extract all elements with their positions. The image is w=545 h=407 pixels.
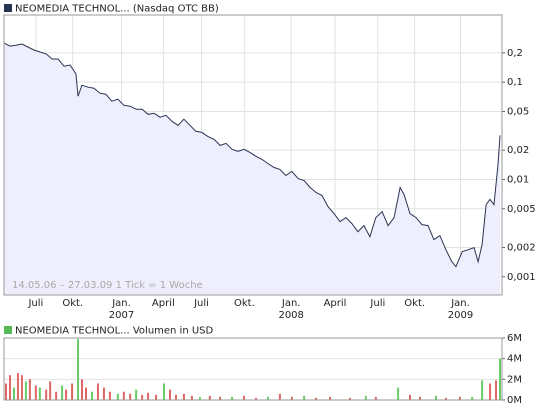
volume-bar [38,387,41,400]
volume-bar [12,387,15,400]
x-tick-label: April [324,298,347,309]
x-year-label: 2008 [278,310,303,321]
y-tick-label: 6M [507,333,522,344]
volume-bar [481,380,484,400]
x-tick-label: Juli [193,298,209,309]
y-tick-label: 0,005 [507,204,536,215]
volume-bar [81,379,84,400]
volume-bar [409,394,412,400]
volume-bar [34,385,37,400]
y-tick-label: 0,01 [507,174,529,185]
x-year-label: 2009 [448,310,473,321]
y-tick-label: 0,002 [507,242,536,253]
volume-bar [16,373,19,400]
volume-bar [55,391,58,400]
volume-bar [85,387,88,400]
chart-title: NEOMEDIA TECHNOL... (Nasdaq OTC BB) [15,4,219,15]
volume-bar [8,375,11,400]
x-tick-label: Juli [27,298,43,309]
volume-bar [444,397,447,400]
volume-bar [254,397,257,400]
volume-bar [458,396,461,400]
volume-bar [24,381,27,400]
y-tick-label: 0,02 [507,145,529,156]
volume-bar [102,387,105,400]
volume-bar [329,396,332,400]
volume-bar [198,396,201,400]
volume-bar [489,383,492,400]
volume-bar [96,383,99,400]
volume-bar [49,381,52,400]
y-tick-label: 2M [507,374,522,385]
volume-bar [315,397,318,400]
plot-frame [3,14,503,296]
volume-bar [147,392,150,400]
volume-bar [397,387,400,400]
volume-bar [135,389,138,400]
volume-bar [163,383,166,400]
volume-bar [45,389,48,400]
volume-bar [141,394,144,400]
x-tick-label: Okt. [62,298,83,309]
x-tick-label: Okt. [404,298,425,309]
volume-bar [28,379,31,400]
volume-bar [208,395,211,400]
y-tick-label: 0,2 [507,48,523,59]
volume-bar [129,393,132,400]
volume-bar [499,358,502,400]
volume-bar [364,395,367,400]
volume-bar [20,375,23,400]
x-tick-label: April [152,298,175,309]
volume-bar [471,396,474,400]
volume-bar [155,394,158,400]
volume-bar [495,380,498,400]
legend-swatch [4,4,12,12]
volume-bar [65,389,68,400]
range-note: 14.05.06 – 27.03.09 1 Tick = 1 Woche [12,280,203,291]
x-tick-label: Juli [369,298,385,309]
volume-bar [278,393,281,400]
volume-bar [108,391,111,400]
volume-bar [348,397,351,400]
volume-bar [71,383,74,400]
y-tick-label: 0,1 [507,77,523,88]
volume-bar [122,391,125,400]
legend-swatch [4,326,12,334]
price-line [3,42,501,268]
x-tick-label: Jan. [281,298,301,309]
volume-bar [90,391,93,400]
volume-bar [174,394,177,400]
volume-bar [418,396,421,400]
y-tick-label: 0M [507,395,522,406]
x-year-label: 2007 [109,310,134,321]
plot-frame [3,337,503,401]
volume-bar [219,396,222,400]
volume-bar [182,393,185,400]
volume-bar [303,395,306,400]
volume-bar [169,389,171,400]
volume-bar [116,393,119,400]
volume-bar [266,396,269,400]
volume-bar [434,395,437,400]
y-tick-label: 0,001 [507,272,536,283]
y-tick-label: 4M [507,354,522,365]
x-tick-label: Jan. [450,298,470,309]
volume-bar [374,396,377,400]
volume-bar [290,396,293,400]
x-tick-label: Jan. [111,298,131,309]
y-tick-label: 0,05 [507,106,529,117]
volume-bar [190,395,193,400]
volume-title: NEOMEDIA TECHNOL... Volumen in USD [15,326,214,337]
x-tick-label: Okt. [234,298,255,309]
volume-bar [77,339,80,400]
volume-bar [61,385,64,400]
volume-bar [231,396,234,400]
volume-bar [4,383,7,400]
volume-bar [243,395,246,400]
